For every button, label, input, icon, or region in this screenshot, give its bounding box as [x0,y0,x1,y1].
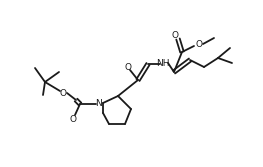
Text: O: O [59,89,67,98]
Text: N: N [96,99,102,108]
Text: NH: NH [156,58,170,67]
Text: O: O [69,115,77,124]
Text: O: O [195,40,203,48]
Text: O: O [124,62,132,71]
Text: O: O [171,31,179,40]
